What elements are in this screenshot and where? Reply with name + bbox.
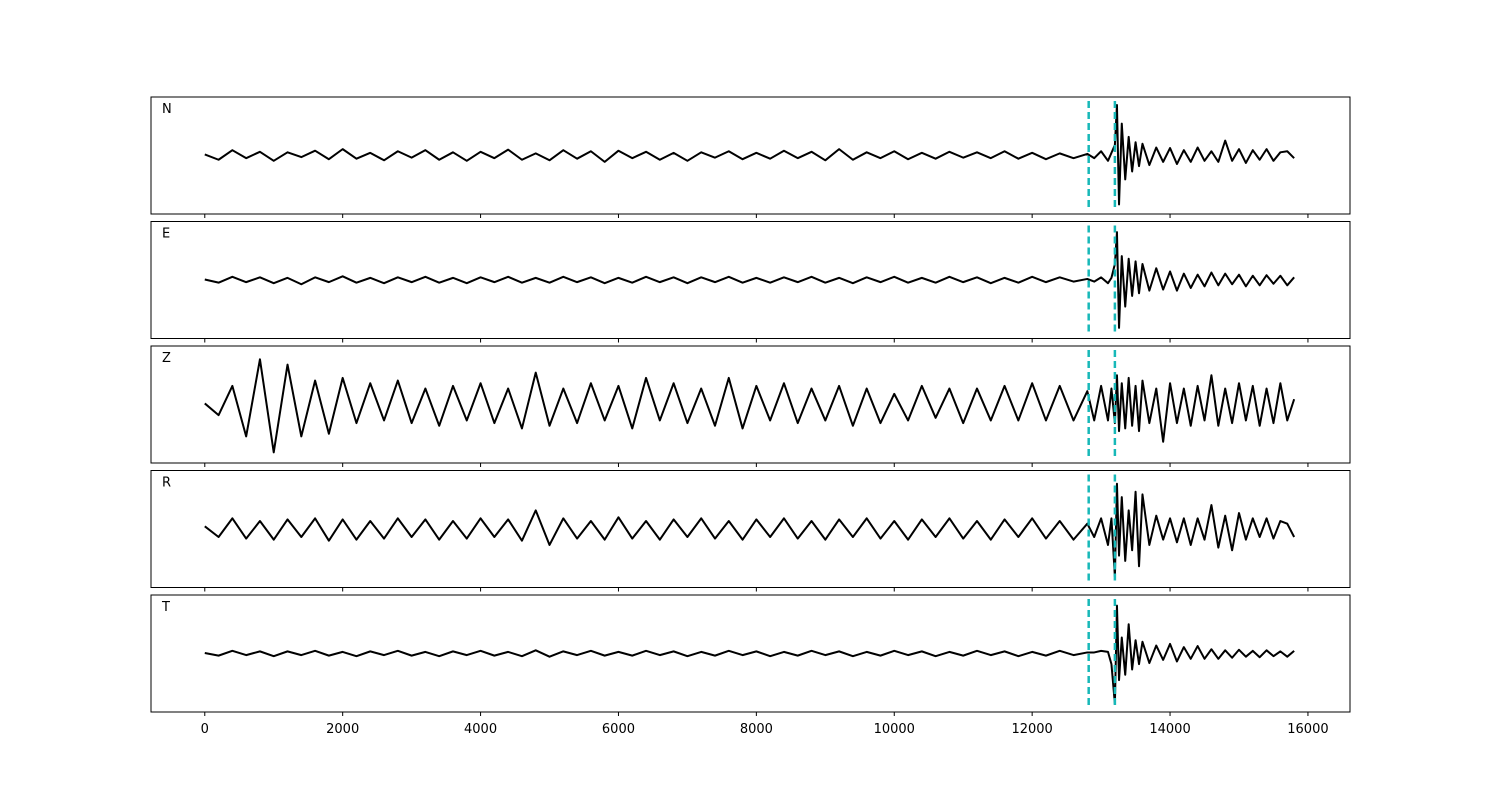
x-tick-label: 16000 (1287, 722, 1328, 737)
panel-label: E (162, 227, 170, 242)
panel-frame (150, 345, 1351, 464)
panel-frame (150, 221, 1351, 339)
x-tick-label: 14000 (1149, 722, 1190, 737)
x-tick-label: 0 (201, 722, 209, 737)
x-tick-label: 10000 (874, 722, 915, 737)
panel-label: T (161, 600, 170, 615)
panel-frame (150, 470, 1351, 588)
x-tick-label: 8000 (740, 722, 773, 737)
panel-label: N (162, 102, 172, 117)
panel-frame (150, 594, 1351, 713)
trace (204, 482, 1296, 578)
x-tick-label: 6000 (602, 722, 635, 737)
x-tick-label: 2000 (326, 722, 359, 737)
trace (204, 358, 1296, 454)
panel-label: R (162, 476, 171, 491)
trace (204, 103, 1295, 206)
panel-label: Z (162, 351, 171, 366)
x-tick-label: 4000 (464, 722, 497, 737)
trace (204, 231, 1295, 329)
x-tick-label: 12000 (1011, 722, 1052, 737)
panel-frame (150, 96, 1351, 215)
trace (204, 604, 1295, 706)
